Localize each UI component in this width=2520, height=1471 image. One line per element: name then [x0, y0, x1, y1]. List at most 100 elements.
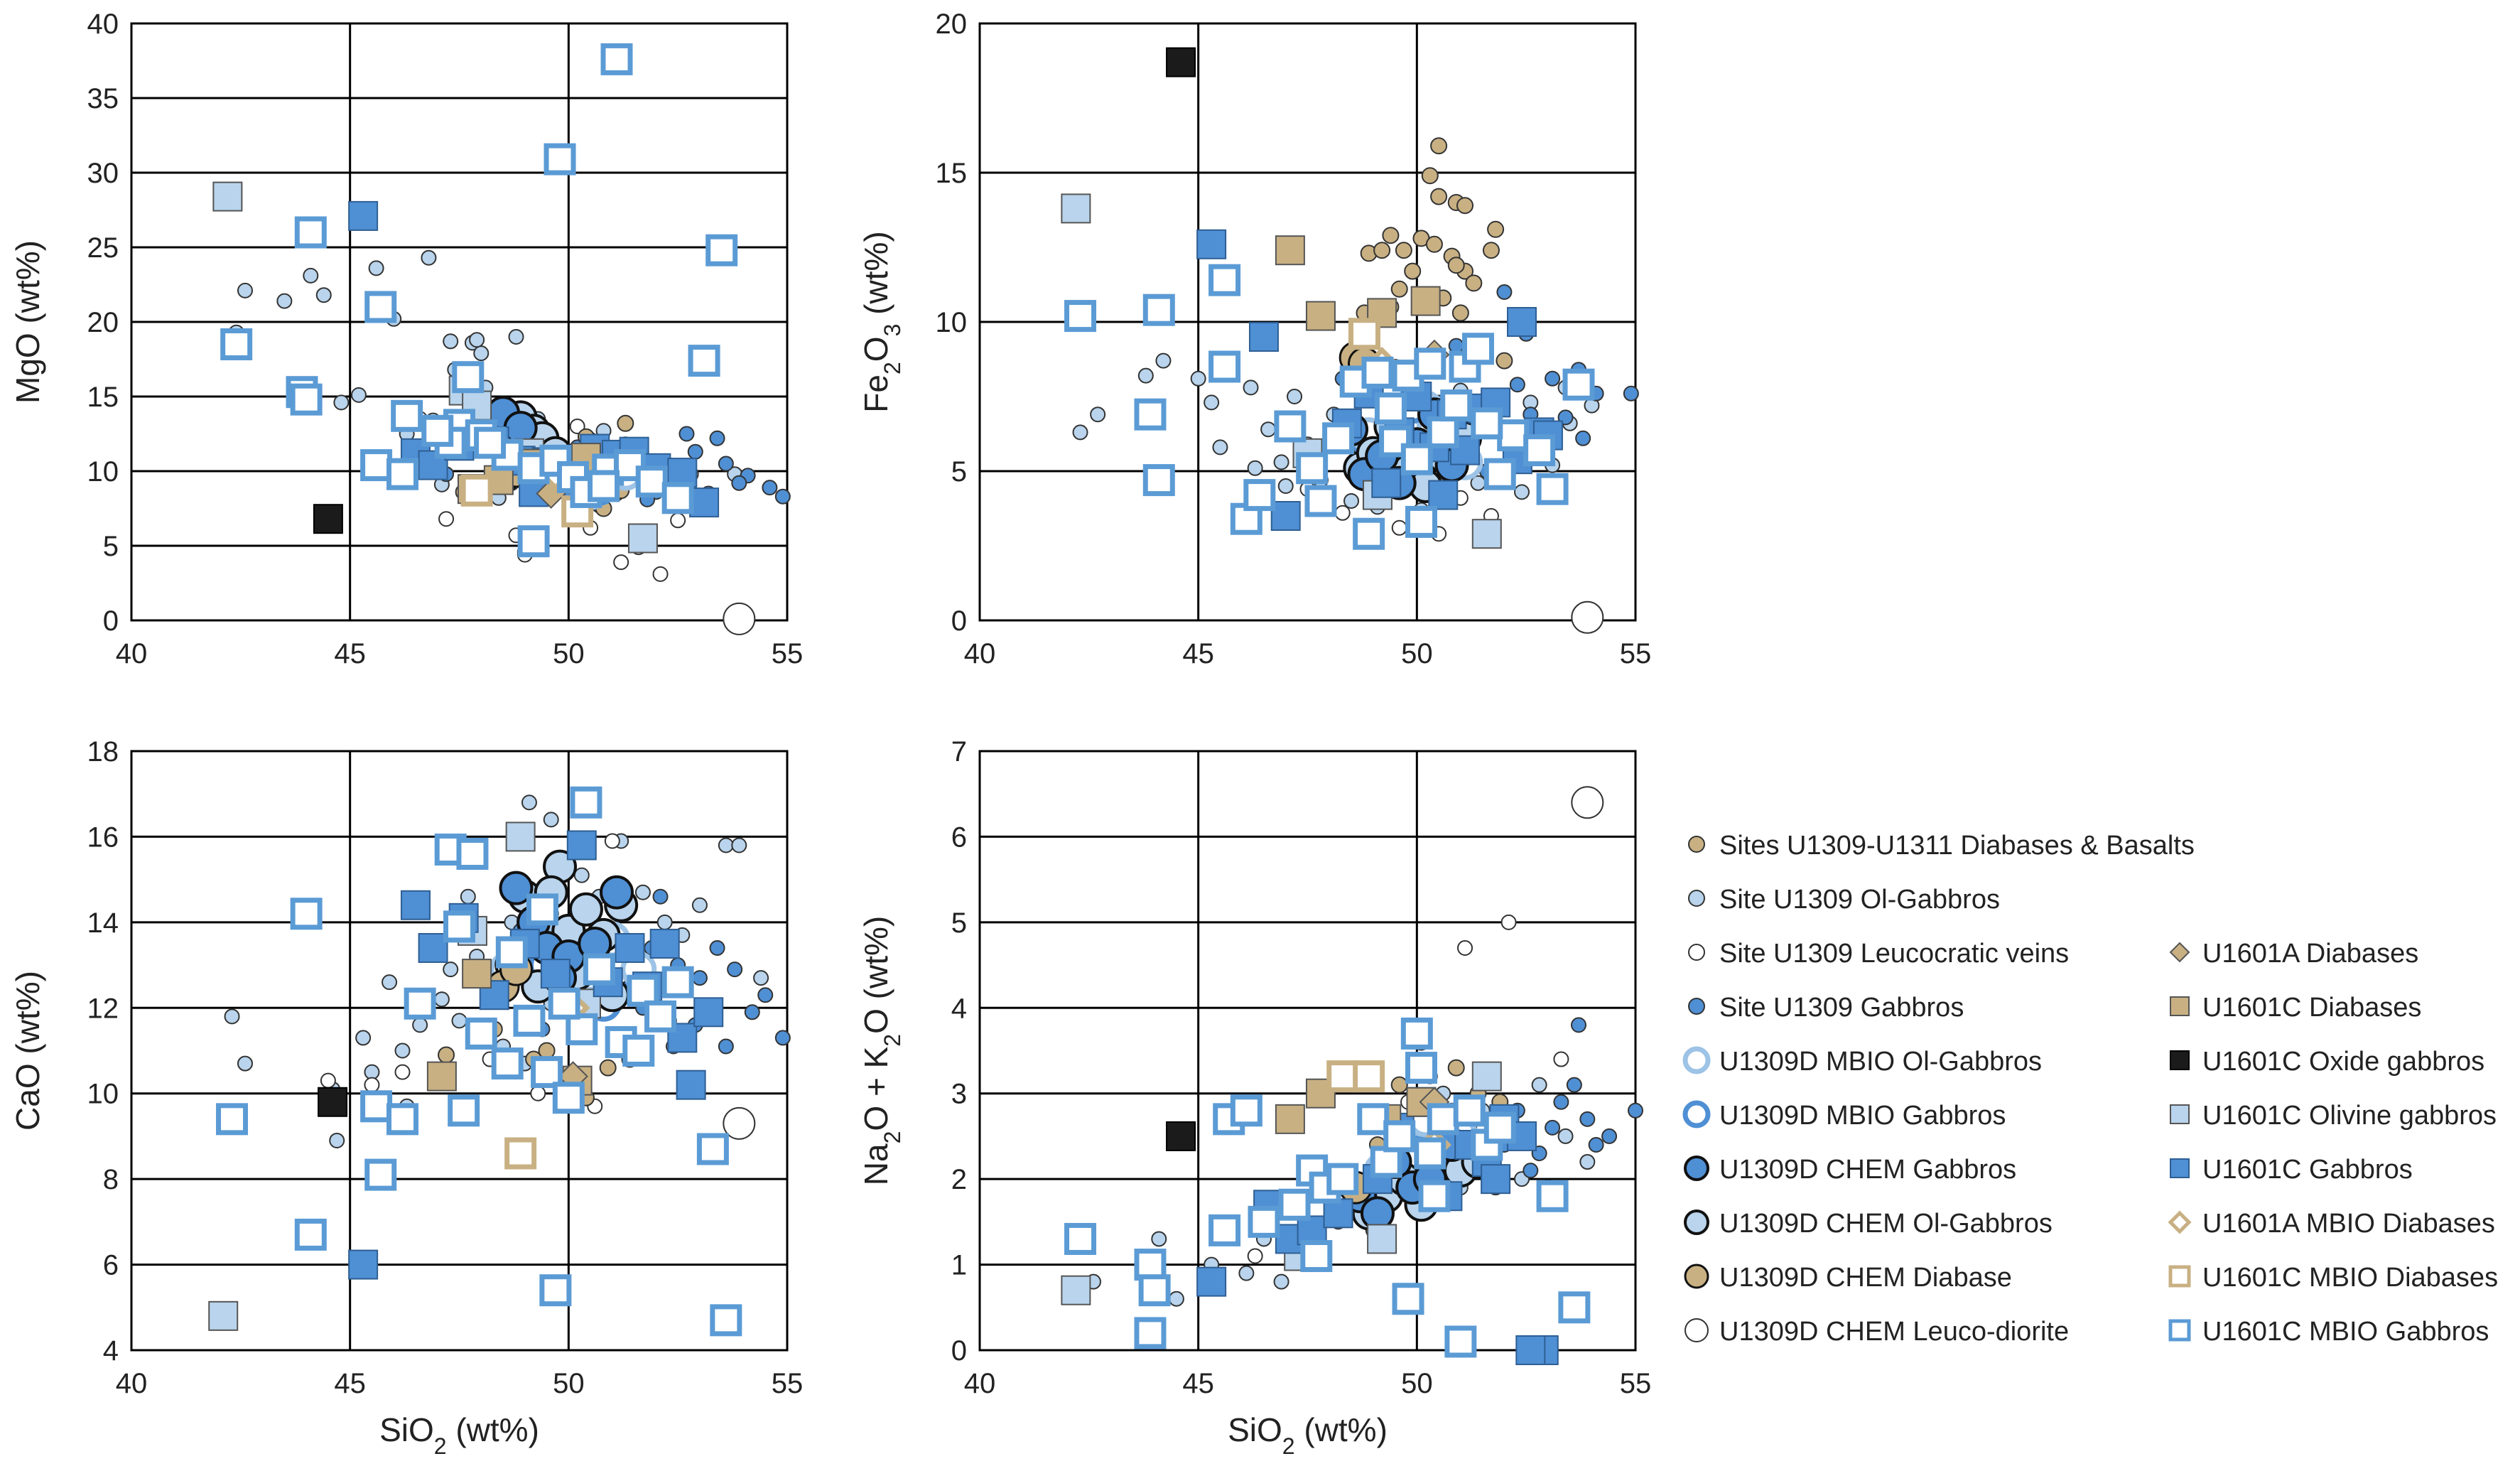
data-point [1061, 193, 1091, 224]
y-tick-label: 25 [87, 232, 119, 264]
data-point [526, 893, 558, 926]
data-point [364, 1158, 397, 1191]
legend-label: U1309D MBIO Gabbros [1719, 1101, 2006, 1131]
data-point [1404, 262, 1422, 280]
data-point [1274, 410, 1307, 443]
data-point [1142, 293, 1175, 326]
data-point [1444, 1325, 1477, 1358]
data-point [1392, 1283, 1424, 1315]
y-tick-label: 15 [87, 382, 119, 413]
data-point [1390, 1076, 1408, 1094]
series-u1601c_olivine [1061, 1061, 1502, 1305]
x-axis-label: SiO2 (wt%) [379, 1411, 539, 1459]
data-point [1496, 284, 1513, 300]
y-tick-label: 2 [951, 1164, 967, 1195]
data-point [1300, 1240, 1333, 1273]
data-point [1326, 1163, 1359, 1195]
data-point [1395, 242, 1412, 259]
data-point [600, 43, 633, 75]
data-point [622, 1035, 655, 1067]
legend-label: U1601C Olivine gabbros [2202, 1101, 2497, 1131]
data-point [1471, 519, 1502, 549]
data-point [1553, 1094, 1569, 1110]
y-tick-label: 0 [951, 1335, 967, 1367]
data-point [1204, 394, 1220, 411]
data-point [1353, 517, 1385, 550]
legend-label: U1601C MBIO Diabases [2202, 1263, 2498, 1293]
data-point [1296, 452, 1329, 485]
legend-label: U1601C MBIO Gabbros [2202, 1317, 2489, 1347]
data-point [573, 867, 590, 883]
data-point [687, 443, 703, 460]
legend-marker [1682, 1100, 1711, 1128]
data-point [568, 892, 603, 927]
y-tick-label: 10 [87, 456, 119, 487]
data-point [1421, 167, 1439, 185]
series-chem_leuco [723, 602, 756, 635]
data-point [294, 1218, 327, 1251]
data-point [1361, 356, 1394, 389]
legend-label: U1309D MBIO Ol-Gabbros [1719, 1047, 2042, 1077]
data-point [521, 794, 537, 811]
data-point [333, 394, 350, 411]
plot-frame [978, 750, 1637, 1352]
series-chem_leuco [1571, 600, 1604, 634]
legend-marker [2170, 996, 2190, 1016]
data-point [544, 143, 576, 176]
data-point [1343, 493, 1360, 509]
data-point [329, 1132, 345, 1148]
data-point [762, 480, 778, 496]
data-point [731, 837, 747, 853]
data-point [774, 488, 791, 505]
data-point [1487, 220, 1505, 238]
data-point [224, 1008, 240, 1025]
data-point [386, 458, 419, 490]
data-point [1374, 392, 1407, 425]
data-point [443, 910, 475, 943]
y-tick-label: 16 [87, 821, 119, 853]
data-point [360, 1090, 393, 1123]
data-point [1461, 333, 1494, 365]
data-point [600, 875, 634, 910]
data-point [1064, 1222, 1097, 1255]
data-point [391, 399, 423, 432]
data-point [320, 1072, 336, 1089]
data-point [438, 511, 455, 527]
data-point [1465, 274, 1483, 292]
data-point [661, 482, 694, 514]
y-tick-label: 4 [951, 993, 967, 1024]
data-point [1230, 1094, 1262, 1127]
data-point [294, 216, 327, 249]
data-point [1297, 1215, 1327, 1246]
series-chem_leuco [1571, 786, 1604, 819]
data-point [604, 833, 620, 849]
y-axis-label: MgO (wt%) [9, 240, 46, 404]
panel-cao: 40 45 50 55 4 6 8 10 12 14 16 18 CaO (wt%) SiO2 (wt%) [9, 736, 803, 1459]
data-point [615, 932, 645, 963]
data-point [727, 961, 743, 978]
data-point [1371, 468, 1402, 498]
data-point [1134, 1249, 1167, 1281]
data-point [718, 837, 734, 853]
series-u1601c_oxide [1166, 1121, 1196, 1151]
legend-label: Site U1309 Ol-Gabbros [1719, 885, 2000, 915]
data-point [1507, 307, 1537, 337]
data-point [661, 966, 694, 998]
data-point [348, 1249, 379, 1280]
y-tick-label: 8 [103, 1164, 119, 1195]
legend-label: U1309D CHEM Diabase [1719, 1263, 2012, 1293]
data-point [508, 329, 524, 345]
data-point [1579, 1111, 1596, 1127]
data-point [1275, 235, 1305, 266]
data-point [1270, 501, 1301, 531]
y-tick-label: 5 [951, 907, 967, 939]
data-point [443, 333, 459, 350]
data-point [1287, 389, 1303, 404]
y-tick-label: 20 [87, 307, 119, 338]
data-point [469, 332, 485, 348]
data-point [1523, 1163, 1539, 1179]
data-point [583, 953, 615, 986]
data-point [652, 888, 669, 905]
